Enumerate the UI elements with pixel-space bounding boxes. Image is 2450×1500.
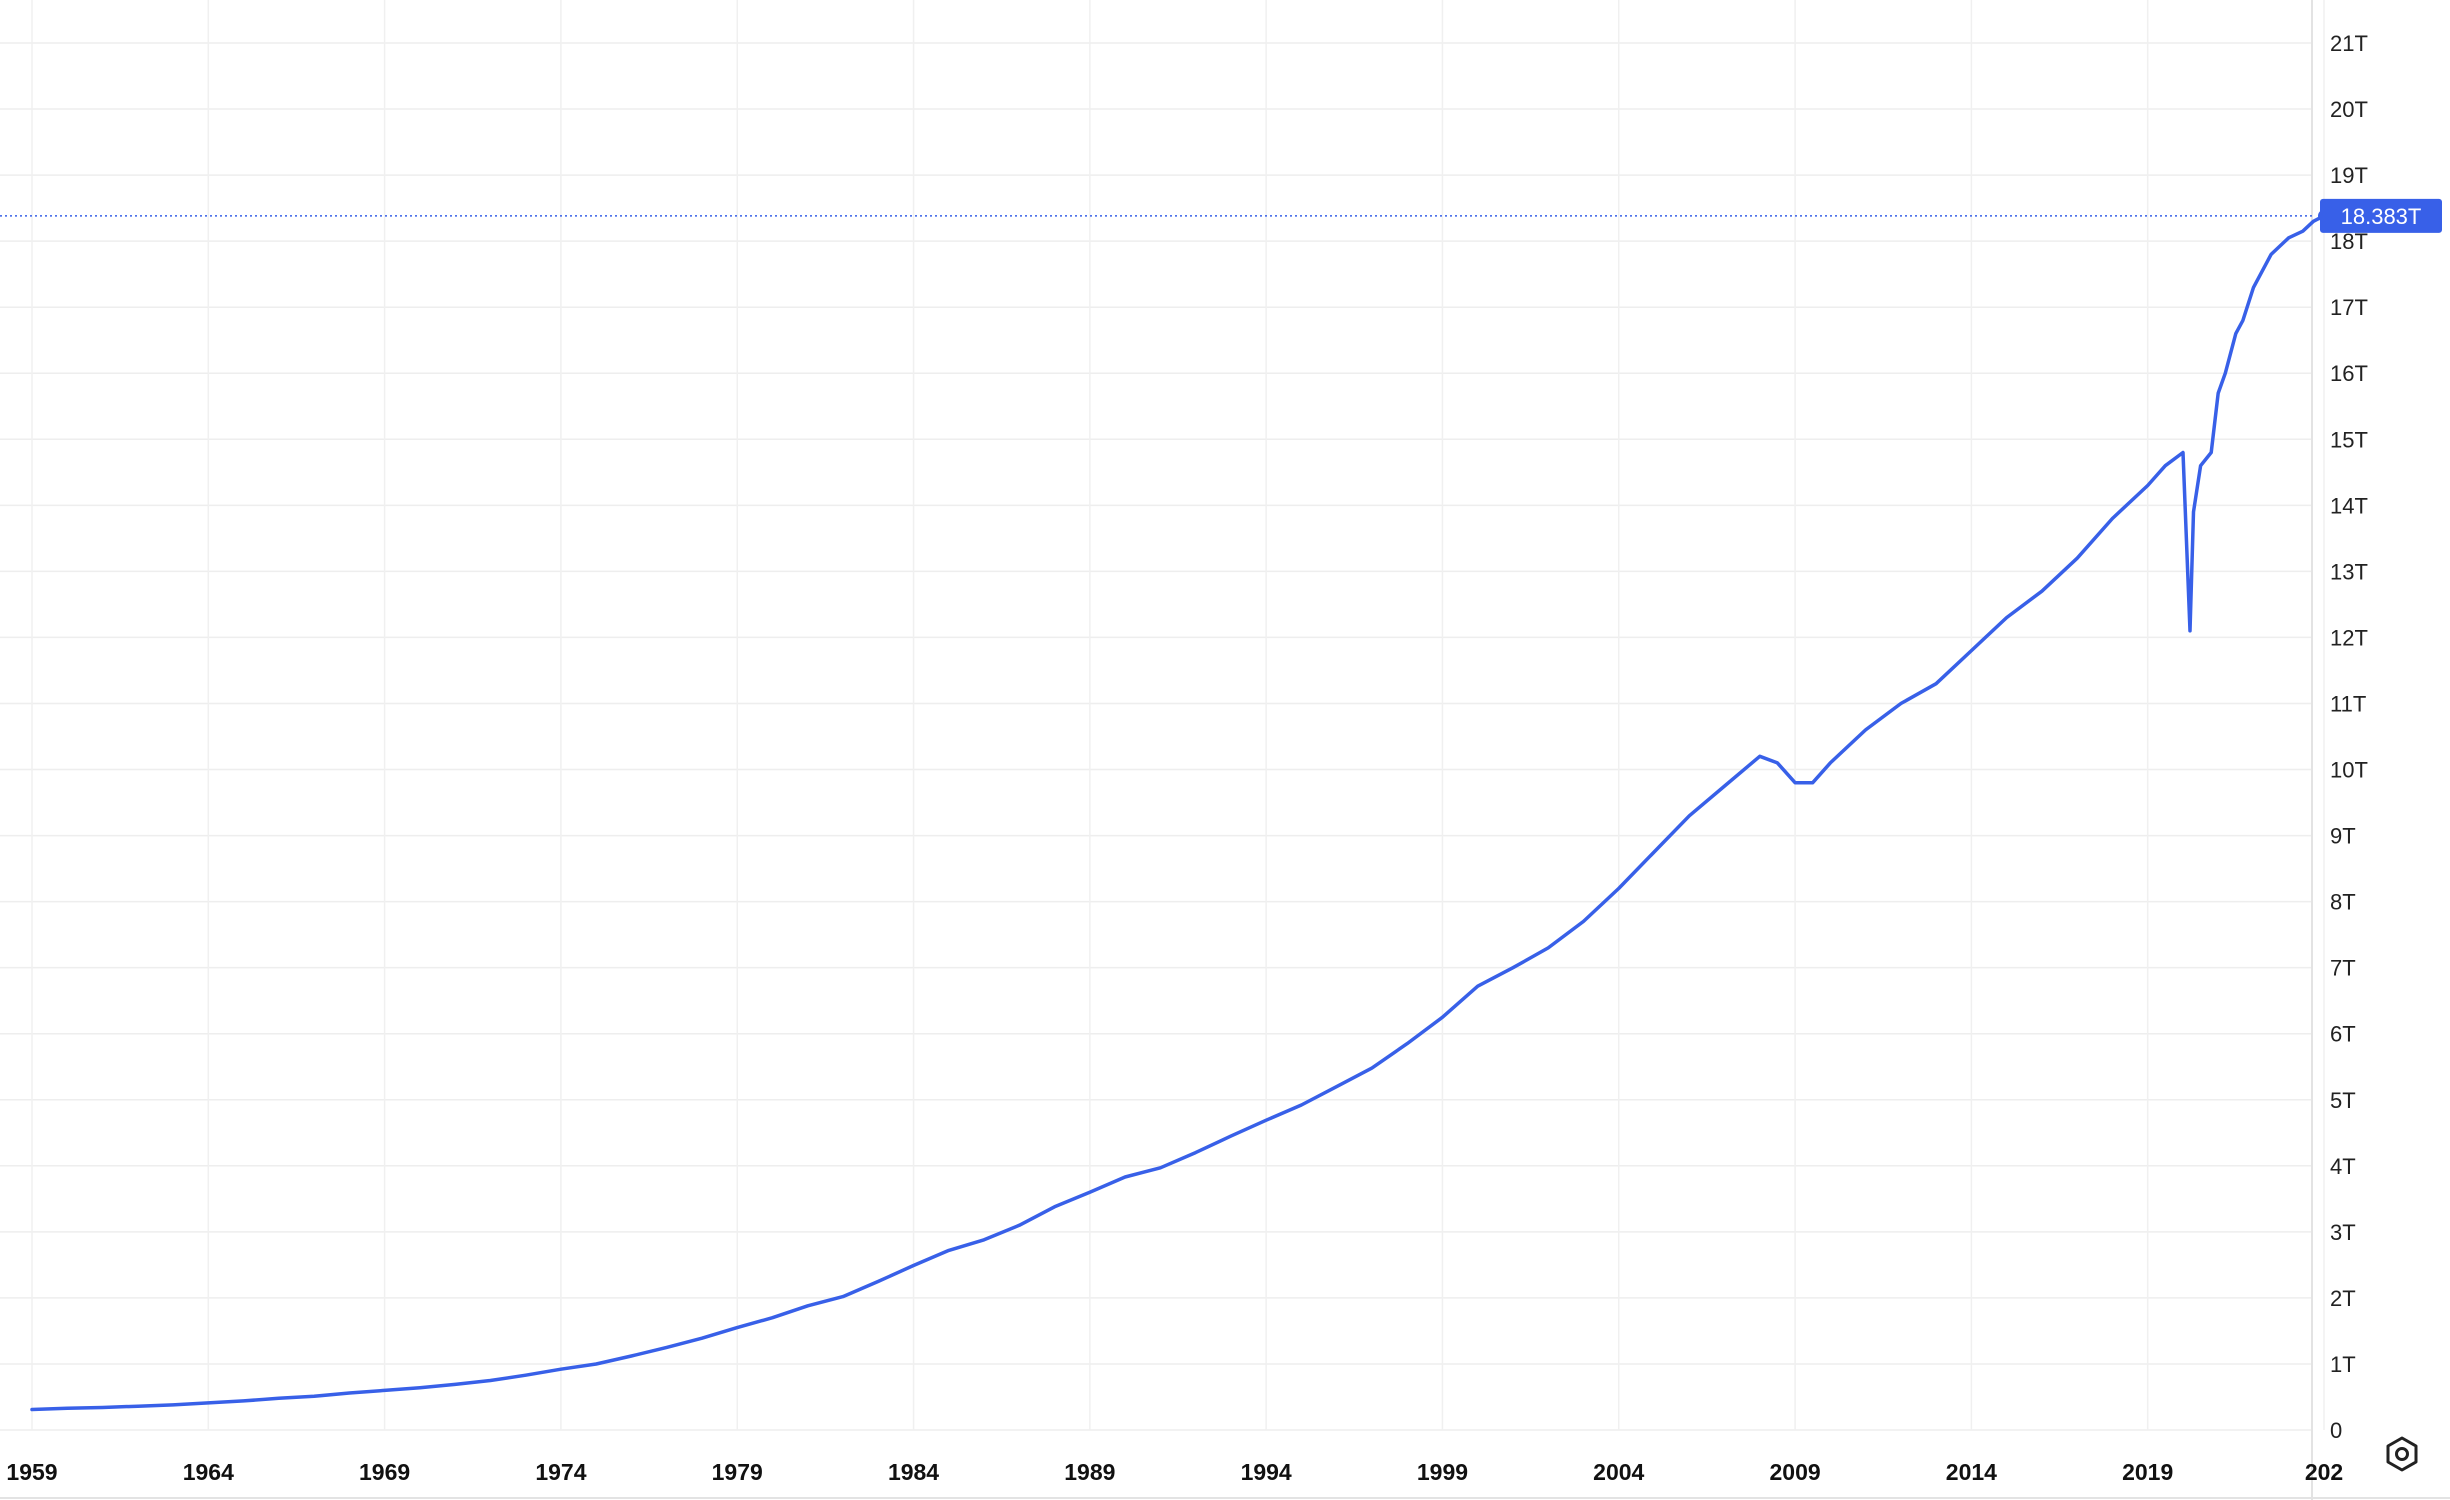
x-tick-label: 1969 <box>359 1459 410 1485</box>
x-tick-label: 2004 <box>1593 1459 1644 1485</box>
last-value-badge-bg <box>2320 198 2442 233</box>
x-tick-label: 1989 <box>1064 1459 1115 1485</box>
x-tick-label: 1994 <box>1241 1459 1292 1485</box>
y-tick-label: 12T <box>2330 625 2368 650</box>
y-tick-label: 20T <box>2330 97 2368 122</box>
x-tick-label: 2019 <box>2122 1459 2173 1485</box>
y-tick-label: 10T <box>2330 758 2368 783</box>
series-line <box>30 214 2326 1412</box>
x-tick-label: 1979 <box>712 1459 763 1485</box>
y-tick-label: 8T <box>2330 890 2356 915</box>
y-tick-label: 17T <box>2330 295 2368 320</box>
plot-area <box>30 214 2326 1412</box>
y-tick-label: 14T <box>2330 493 2368 518</box>
y-tick-label: 4T <box>2330 1154 2356 1179</box>
y-tick-label: 5T <box>2330 1088 2356 1113</box>
y-tick-label: 21T <box>2330 31 2368 56</box>
y-tick-label: 19T <box>2330 163 2368 188</box>
y-tick-label: 9T <box>2330 824 2356 849</box>
settings-gear-icon <box>2386 1436 2418 1472</box>
chart-settings-button[interactable] <box>2380 1432 2424 1476</box>
y-tick-label: 16T <box>2330 361 2368 386</box>
x-tick-label: 202 <box>2305 1459 2343 1485</box>
y-tick-label: 13T <box>2330 559 2368 584</box>
last-value-label: 18.383T <box>2341 204 2422 229</box>
y-tick-label: 3T <box>2330 1220 2356 1245</box>
last-value-badge: 18.383T <box>0 198 2442 233</box>
x-tick-label: 2014 <box>1946 1459 1997 1485</box>
x-tick-label: 1984 <box>888 1459 939 1485</box>
x-tick-label: 1974 <box>535 1459 586 1485</box>
x-tick-label: 1999 <box>1417 1459 1468 1485</box>
y-tick-label: 6T <box>2330 1022 2356 1047</box>
x-tick-label: 1959 <box>6 1459 57 1485</box>
x-tick-label: 1964 <box>183 1459 234 1485</box>
y-tick-label: 15T <box>2330 427 2368 452</box>
x-tick-label: 2009 <box>1769 1459 1820 1485</box>
tick-labels: 0 1T 2T 3T 4T 5T 6T 7T 8T 9T 10T 11T 12T 13T 14T 15T 16T… <box>6 31 2368 1485</box>
y-tick-label: 1T <box>2330 1352 2356 1377</box>
y-tick-label: 0 <box>2330 1418 2342 1443</box>
y-tick-label: 18T <box>2330 229 2368 254</box>
y-tick-label: 2T <box>2330 1286 2356 1311</box>
y-tick-label: 7T <box>2330 956 2356 981</box>
y-tick-label: 11T <box>2330 691 2366 716</box>
grid <box>0 0 2325 1431</box>
